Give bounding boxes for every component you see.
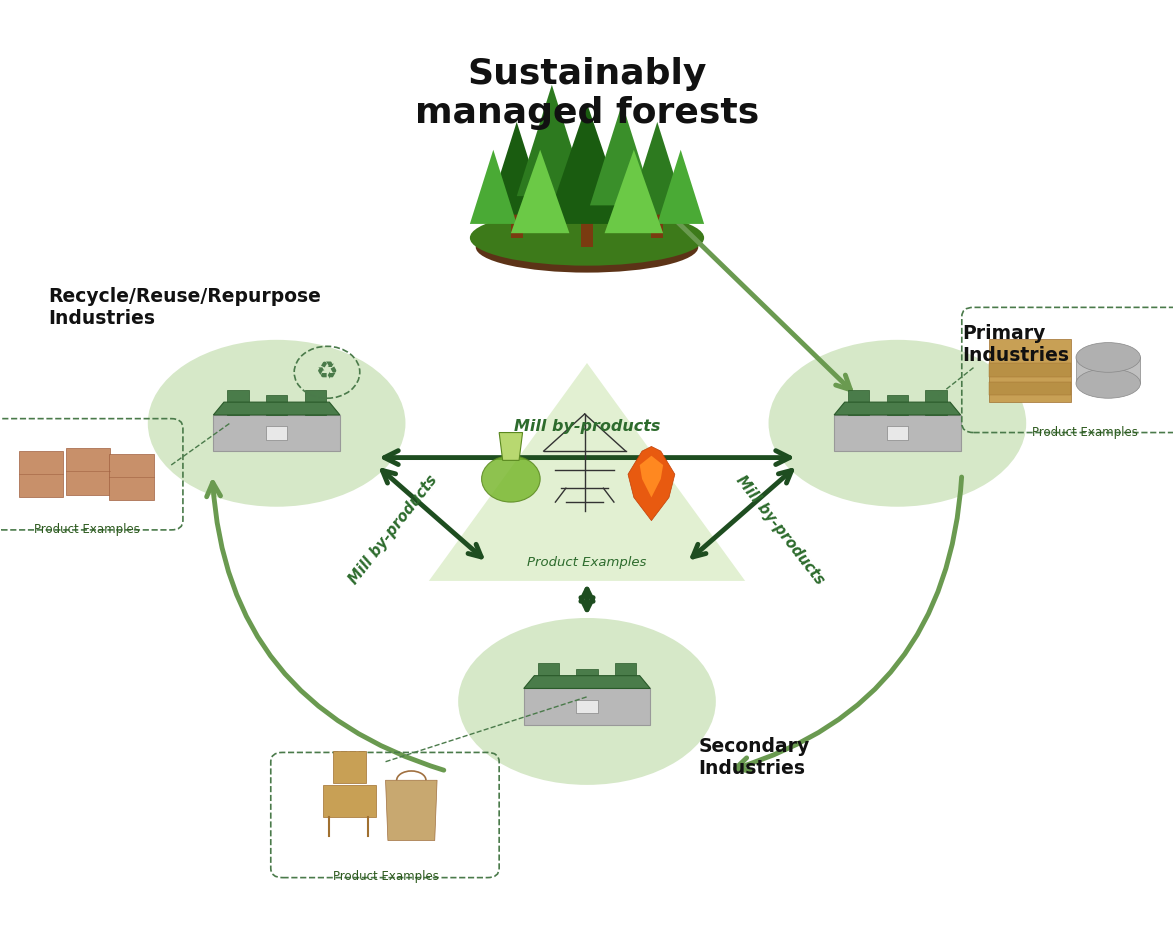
Ellipse shape [1077,342,1140,372]
Polygon shape [266,395,288,415]
Polygon shape [576,669,598,688]
FancyArrowPatch shape [735,477,962,771]
Text: Mill by-products: Mill by-products [514,419,660,434]
Text: Mill by-products: Mill by-products [734,472,828,587]
Ellipse shape [475,221,699,272]
Polygon shape [305,390,326,415]
Polygon shape [487,122,546,215]
Polygon shape [925,390,946,415]
Bar [109,454,154,500]
Text: Recycle/Reuse/Repurpose
Industries: Recycle/Reuse/Repurpose Industries [48,286,322,328]
Bar [989,381,1071,395]
Ellipse shape [1077,368,1140,398]
Polygon shape [499,432,522,460]
Ellipse shape [458,618,716,785]
Text: Primary
Industries: Primary Industries [962,324,1068,365]
Polygon shape [538,663,559,688]
Polygon shape [848,390,869,415]
FancyArrowPatch shape [383,471,481,557]
Polygon shape [886,395,908,415]
Polygon shape [214,415,339,451]
Polygon shape [214,402,339,415]
Polygon shape [266,426,288,440]
Polygon shape [517,85,587,196]
Bar [324,785,376,817]
Text: Product Examples: Product Examples [527,556,647,569]
Polygon shape [886,426,908,440]
FancyArrowPatch shape [581,589,593,610]
Bar [19,451,63,498]
Text: Sustainably
managed forests: Sustainably managed forests [414,57,760,130]
Text: ♻: ♻ [316,360,338,384]
Polygon shape [524,676,650,688]
Polygon shape [628,122,687,215]
Polygon shape [615,663,636,688]
Circle shape [481,456,540,502]
Bar [1077,357,1140,383]
Polygon shape [228,390,249,415]
Text: Mill by-products: Mill by-products [346,472,440,587]
Polygon shape [511,206,522,238]
FancyArrowPatch shape [207,483,444,770]
Polygon shape [640,456,663,498]
Polygon shape [511,150,569,233]
Ellipse shape [470,210,704,266]
Polygon shape [470,150,517,224]
Polygon shape [628,446,675,521]
Polygon shape [835,402,960,415]
Polygon shape [589,103,654,206]
Bar [333,751,365,783]
Polygon shape [385,780,437,841]
Text: Product Examples: Product Examples [1032,426,1138,439]
Bar [66,448,110,495]
Polygon shape [657,150,704,224]
Polygon shape [581,215,593,247]
Text: Secondary
Industries: Secondary Industries [699,737,810,777]
Polygon shape [524,688,650,724]
FancyArrowPatch shape [693,471,791,557]
Polygon shape [429,363,745,581]
Text: Product Examples: Product Examples [34,524,140,537]
Polygon shape [605,150,663,233]
Text: Product Examples: Product Examples [332,870,438,883]
Ellipse shape [769,339,1026,507]
Bar [989,363,1071,377]
Polygon shape [546,103,628,224]
Bar [989,339,1071,402]
Ellipse shape [148,339,405,507]
Polygon shape [652,206,663,238]
Polygon shape [835,415,960,451]
Polygon shape [576,699,598,713]
